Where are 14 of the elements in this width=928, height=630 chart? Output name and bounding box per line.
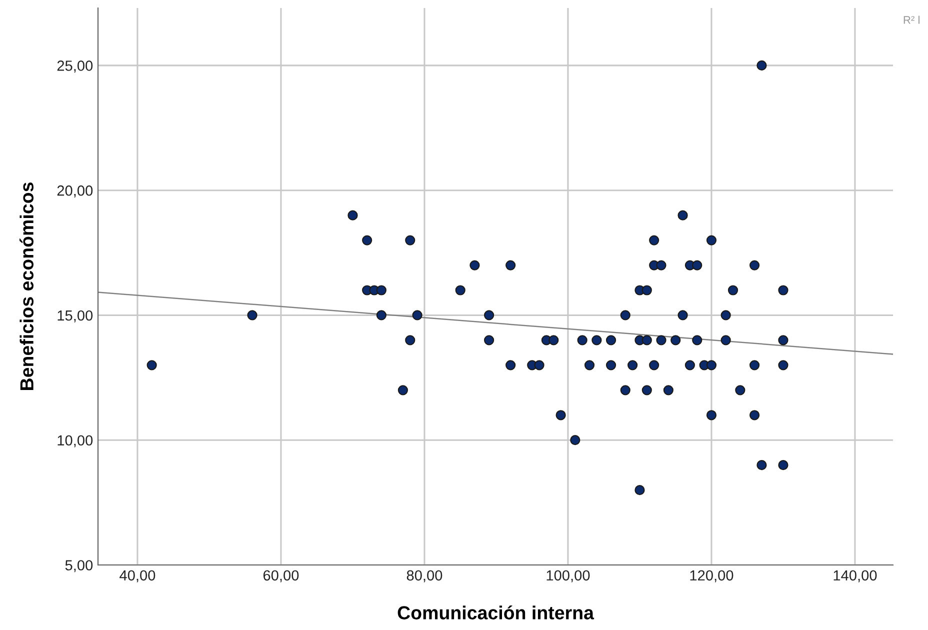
y-tick-label: 20,00	[57, 185, 93, 198]
y-tick-label: 10,00	[58, 435, 93, 448]
x-tick-label: 120,00	[690, 570, 734, 582]
y-tick-label: 5,00	[65, 560, 93, 572]
x-tick-label: 140,00	[834, 570, 877, 582]
y-tick-label: 25,00	[57, 60, 93, 73]
text: R² l	[904, 16, 920, 24]
x-tick-label: 100,00	[546, 570, 590, 582]
y-tick-label: 15,00	[58, 310, 93, 322]
y-axis-title: Beneficios económicos	[20, 182, 34, 390]
x-tick-label: 40,00	[120, 570, 156, 582]
x-tick-label: 60,00	[263, 570, 299, 582]
x-axis-title: Comunicación interna	[398, 606, 594, 620]
x-tick-label: 80,00	[406, 570, 442, 582]
